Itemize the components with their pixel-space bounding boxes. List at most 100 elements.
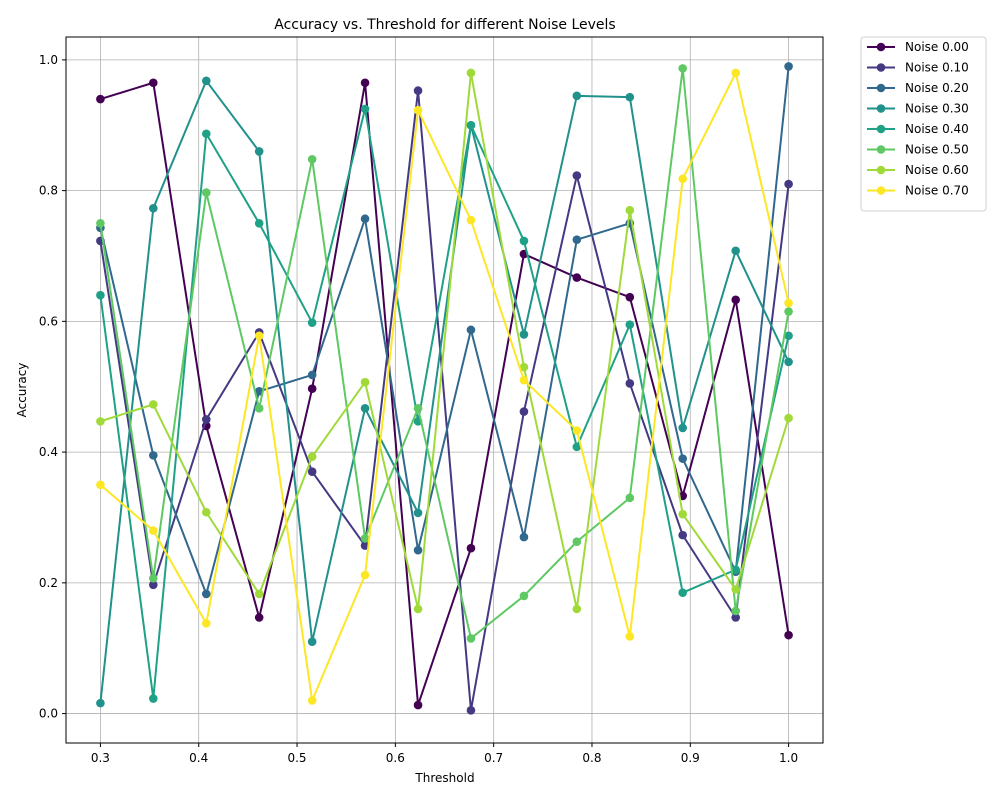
data-point xyxy=(625,292,635,302)
series-layer xyxy=(96,62,793,715)
chart-title: Accuracy vs. Threshold for different Noi… xyxy=(274,17,615,33)
data-point xyxy=(625,632,635,641)
x-tick-label: 0.8 xyxy=(582,751,601,765)
data-point xyxy=(784,331,793,341)
legend-item: Noise 0.40 xyxy=(867,122,969,136)
data-point xyxy=(149,78,158,88)
y-tick-label: 1.0 xyxy=(39,53,58,67)
data-point xyxy=(572,426,582,435)
data-point xyxy=(572,235,582,244)
legend-swatch-marker xyxy=(876,104,886,113)
data-point xyxy=(307,370,317,380)
data-point xyxy=(625,379,635,388)
legend-swatch-marker xyxy=(876,145,886,154)
data-point xyxy=(360,570,370,580)
data-point xyxy=(201,507,211,517)
legend-swatch-marker xyxy=(876,165,886,175)
data-point xyxy=(784,307,793,316)
data-point xyxy=(413,105,423,115)
data-point xyxy=(784,630,793,640)
data-point xyxy=(307,467,317,477)
data-point xyxy=(201,129,211,139)
series-line xyxy=(99,107,790,700)
data-point xyxy=(149,694,158,703)
data-point xyxy=(360,104,370,114)
legend-swatch-marker xyxy=(876,63,886,72)
data-point xyxy=(678,64,688,73)
legend-swatch-marker xyxy=(876,124,886,134)
legend-item: Noise 0.30 xyxy=(867,102,969,116)
legend: Noise 0.00 Noise 0.10 Noise 0.20 Noise 0.30… xyxy=(860,36,987,212)
data-point xyxy=(307,384,317,393)
data-point xyxy=(307,452,317,461)
data-point xyxy=(201,589,211,599)
legend-label: Noise 0.30 xyxy=(905,102,969,116)
data-point xyxy=(678,588,688,597)
data-point xyxy=(96,417,105,426)
legend-label: Noise 0.10 xyxy=(905,61,969,75)
data-point xyxy=(466,706,476,715)
data-point xyxy=(519,407,529,416)
series-6 xyxy=(96,68,793,614)
data-point xyxy=(360,534,370,543)
x-tick-label: 0.3 xyxy=(91,751,110,765)
data-point xyxy=(413,604,423,614)
data-point xyxy=(254,404,264,413)
series-line xyxy=(100,71,790,610)
legend-swatch-marker xyxy=(876,83,886,93)
data-point xyxy=(678,174,688,184)
y-axis-title: Accuracy xyxy=(15,363,29,418)
legend-item: Noise 0.00 xyxy=(867,40,969,54)
legend-label: Noise 0.40 xyxy=(905,122,969,136)
data-point xyxy=(149,451,158,460)
data-point xyxy=(784,179,793,189)
data-point xyxy=(413,700,423,710)
data-point xyxy=(731,606,740,616)
data-point xyxy=(254,147,264,156)
legend-item: Noise 0.60 xyxy=(867,163,969,177)
y-tick-label: 0.0 xyxy=(39,707,58,721)
data-point xyxy=(572,442,582,452)
data-point xyxy=(519,330,529,339)
legend-label: Noise 0.60 xyxy=(905,163,969,177)
series-line xyxy=(99,79,790,704)
data-point xyxy=(149,526,158,535)
data-point xyxy=(731,585,740,594)
data-point xyxy=(784,413,793,423)
legend-label: Noise 0.50 xyxy=(905,143,969,157)
plot-area-frame xyxy=(65,36,824,744)
data-point xyxy=(625,493,635,503)
y-tick-label: 0.4 xyxy=(39,445,58,459)
legend-swatch-marker xyxy=(876,42,886,52)
data-point xyxy=(254,613,264,622)
data-point xyxy=(201,76,211,86)
data-point xyxy=(360,214,370,224)
legend-label: Noise 0.20 xyxy=(905,81,969,95)
data-point xyxy=(678,423,688,433)
data-point xyxy=(731,68,740,78)
data-point xyxy=(625,205,635,215)
data-point xyxy=(519,375,529,385)
data-point xyxy=(413,545,423,555)
data-point xyxy=(466,215,476,225)
series-2 xyxy=(96,62,793,599)
x-tick-label: 0.6 xyxy=(386,751,405,765)
data-point xyxy=(731,613,740,622)
legend-frame xyxy=(860,36,987,212)
data-point xyxy=(360,78,370,88)
y-tick-label: 0.6 xyxy=(39,314,58,328)
data-point xyxy=(413,86,423,95)
data-point xyxy=(360,377,370,387)
x-axis-title: Threshold xyxy=(414,771,474,785)
data-point xyxy=(96,290,105,300)
data-point xyxy=(201,619,211,628)
legend-item: Noise 0.20 xyxy=(867,81,969,95)
data-point xyxy=(413,404,423,413)
data-point xyxy=(466,68,476,78)
data-point xyxy=(149,573,158,583)
data-point xyxy=(519,532,529,542)
data-point xyxy=(96,219,105,228)
data-point xyxy=(519,362,529,372)
data-point xyxy=(572,604,582,614)
data-point xyxy=(466,543,476,553)
